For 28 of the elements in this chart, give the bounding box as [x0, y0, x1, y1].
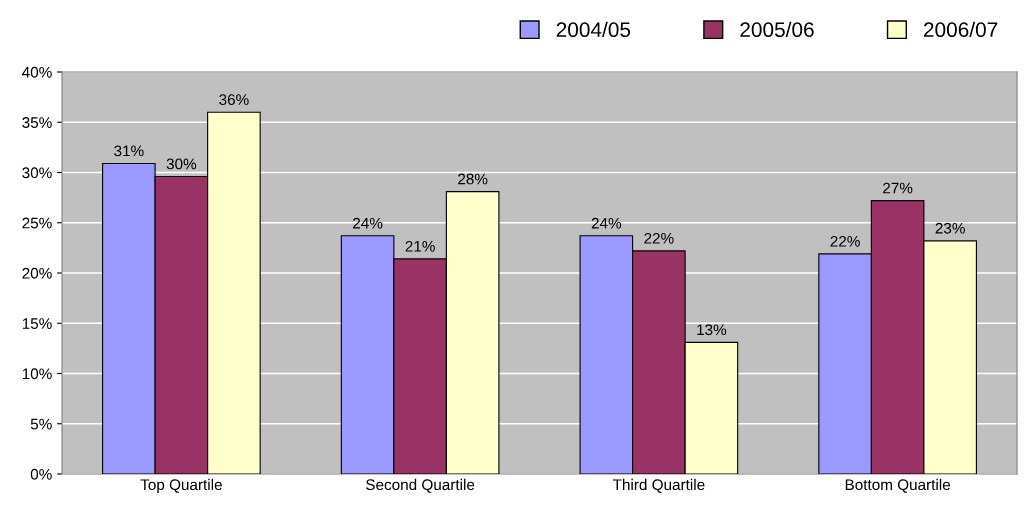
y-tick-label: 20% [22, 267, 52, 279]
x-tick-label: Top Quartile [140, 478, 222, 494]
data-label: 30% [166, 158, 197, 170]
data-label: 24% [353, 217, 383, 229]
data-label: 23% [935, 222, 965, 234]
data-label: 21% [405, 240, 435, 252]
y-tick-label: 10% [22, 368, 52, 380]
x-tick-label: Second Quartile [366, 478, 475, 493]
y-tick-label: 5% [30, 418, 52, 430]
y-tick-label: 15% [22, 318, 52, 329]
y-tick-label: 30% [22, 167, 52, 179]
data-label: 28% [458, 173, 488, 185]
y-tick-label: 25% [22, 217, 52, 229]
legend-label: 2006/07 [924, 21, 998, 38]
data-label: 22% [830, 235, 860, 247]
x-tick-label: Third Quartile [612, 478, 705, 493]
data-label: 31% [114, 145, 144, 157]
y-tick-label: 0% [30, 468, 52, 480]
legend-label: 2005/06 [740, 21, 814, 38]
data-label: 36% [219, 94, 249, 106]
data-label: 22% [644, 232, 674, 244]
data-label: 24% [591, 217, 622, 229]
data-label: 13% [697, 324, 727, 336]
x-tick-label: Bottom Quartile [845, 478, 951, 493]
legend-label: 2004/05 [556, 21, 631, 38]
data-label: 27% [883, 182, 913, 194]
y-tick-label: 40% [22, 66, 52, 78]
y-tick-label: 35% [22, 117, 52, 128]
